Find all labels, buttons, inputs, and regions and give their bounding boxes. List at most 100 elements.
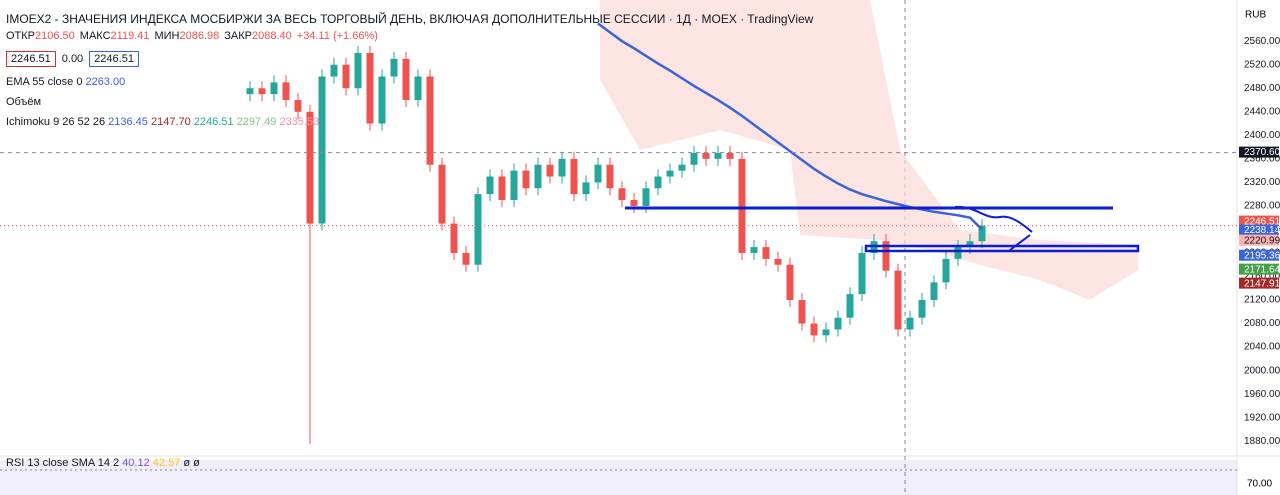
value: 2136.45 <box>108 116 148 128</box>
ohlc-label: ОТКР <box>6 30 36 42</box>
value: 2147.70 <box>150 116 191 128</box>
value: 40.12 <box>122 457 150 469</box>
input[interactable]: 2246.51 <box>6 51 56 67</box>
candle-body <box>438 164 446 224</box>
candle-body <box>342 64 350 89</box>
candle-body <box>918 300 926 318</box>
candle-body <box>810 323 818 336</box>
price-tag-label: 2171.64 <box>1244 264 1280 275</box>
ohlc-label: МАКС <box>79 30 111 42</box>
candle-body <box>546 164 554 177</box>
candle-body <box>270 82 278 95</box>
price-tag <box>1239 224 1279 236</box>
change: +34.11 (+1.66%) <box>296 30 378 42</box>
candle-body <box>822 329 830 336</box>
value: ø ø <box>183 457 200 469</box>
input: 0.00 <box>61 53 84 65</box>
candle-body <box>978 225 986 242</box>
rsi-tick: 70.00 <box>1247 479 1272 490</box>
candle-body <box>246 88 254 95</box>
ohlc-value: 2088.40 <box>252 30 292 42</box>
candle-body <box>930 282 938 301</box>
candle-body <box>474 194 482 265</box>
candle-body <box>354 52 362 89</box>
candle-body <box>882 241 890 271</box>
candle-body <box>426 76 434 165</box>
candle-body <box>462 252 470 265</box>
candle-body <box>786 264 794 301</box>
candle-body <box>366 52 374 124</box>
candle-body <box>282 82 290 101</box>
ohlc-label: МИН <box>154 30 180 42</box>
title-row: IMOEX2 - ЗНАЧЕНИЯ ИНДЕКСА МОСБИРЖИ ЗА ВЕ… <box>6 12 813 26</box>
y-tick-label: 2120.00 <box>1244 295 1280 306</box>
y-tick-label: 2280.00 <box>1244 201 1280 212</box>
candle-body <box>582 182 590 195</box>
price-tag-label: 2147.91 <box>1244 278 1280 289</box>
candle-body <box>846 294 854 318</box>
inputs-row: 2246.51 0.00 2246.51 <box>6 51 145 67</box>
candle-body <box>738 158 746 253</box>
candle-body <box>834 317 842 330</box>
y-tick-label: 2440.00 <box>1244 106 1280 117</box>
price-tag <box>1239 249 1279 261</box>
candle-body <box>522 170 530 189</box>
candle-body <box>306 111 314 224</box>
candle-body <box>630 200 638 206</box>
candle-body <box>642 188 650 206</box>
y-tick-label: 2480.00 <box>1244 83 1280 94</box>
price-tag <box>1239 234 1279 246</box>
candle-body <box>666 170 674 177</box>
y-tick-label: 2000.00 <box>1244 365 1280 376</box>
ohlc-value: 2119.41 <box>110 30 150 42</box>
candle-body <box>594 164 602 183</box>
y-tick-label: 2560.00 <box>1244 36 1280 47</box>
value: 2297.49 <box>236 116 277 128</box>
y-tick-label: 2160.00 <box>1244 271 1280 282</box>
value: 2246.51 <box>193 116 234 128</box>
candle-body <box>654 176 662 189</box>
candle-body <box>318 76 326 224</box>
price-tag-label: 2220.99 <box>1244 235 1280 246</box>
candle-body <box>510 170 518 201</box>
price-tag <box>1239 277 1279 289</box>
y-tick-label: 1920.00 <box>1244 412 1280 423</box>
candle-body <box>954 247 962 259</box>
candle-body <box>570 158 578 195</box>
y-tick-label: 2080.00 <box>1244 318 1280 329</box>
rsi-legend[interactable]: RSI 13 close SMA 14 2 40.12 42.57 ø ø <box>6 457 200 469</box>
candle-body <box>750 247 758 253</box>
y-tick-label: 2400.00 <box>1244 130 1280 141</box>
volume-legend[interactable]: Объём <box>6 96 41 108</box>
y-tick-label: 1960.00 <box>1244 389 1280 400</box>
ichimoku-legend[interactable]: Ichimoku 9 26 52 26 2136.45 2147.70 2246… <box>6 116 319 128</box>
candle-body <box>774 258 782 265</box>
candle-body <box>714 152 722 159</box>
y-tick-label: 2360.00 <box>1244 153 1280 164</box>
currency: RUB <box>1245 10 1266 21</box>
value: 42.57 <box>152 457 181 469</box>
price-tag-label: 2195.36 <box>1244 250 1280 261</box>
candle-body <box>966 241 974 248</box>
candle-body <box>414 76 422 101</box>
input[interactable]: 2246.51 <box>89 51 139 67</box>
candle-body <box>258 88 266 95</box>
candle-body <box>762 247 770 259</box>
price-tag-label: 2246.51 <box>1244 216 1280 227</box>
price-tag <box>1239 146 1279 158</box>
ema-legend[interactable]: EMA 55 close 0 2263.00 <box>6 76 125 88</box>
y-tick-label: 2320.00 <box>1244 177 1280 188</box>
price-tag <box>1239 263 1279 275</box>
candle-body <box>402 58 410 101</box>
label: EMA 55 close 0 <box>6 76 83 88</box>
candle-body <box>486 176 494 195</box>
label: Объём <box>6 96 42 108</box>
candle-body <box>858 252 866 295</box>
candle-body <box>678 164 686 171</box>
candle-body <box>894 270 902 330</box>
candle-body <box>726 152 734 159</box>
candle-body <box>558 158 566 177</box>
candle-body <box>534 164 542 189</box>
price-tag-label: 2238.14 <box>1244 225 1280 236</box>
